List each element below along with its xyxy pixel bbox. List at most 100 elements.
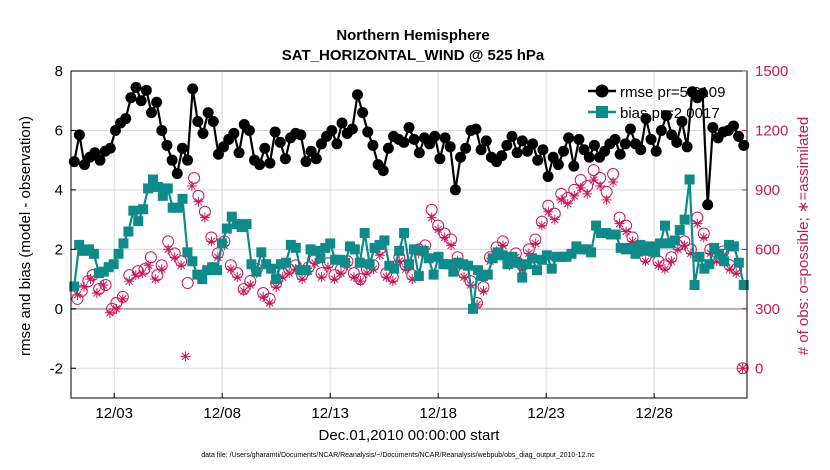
obs-assimilated-point	[459, 272, 470, 283]
rmse-point	[455, 151, 467, 163]
y-right-tick-label: 900	[755, 182, 780, 199]
rmse-point	[398, 136, 410, 148]
rmse-point	[609, 133, 621, 145]
bias-point	[182, 247, 193, 258]
y-tick-label: 8	[55, 63, 63, 80]
rmse-point	[496, 150, 508, 162]
rmse-point	[362, 126, 374, 138]
rmse-point	[269, 126, 281, 138]
obs-assimilated-point	[137, 268, 148, 279]
obs-assimilated-point	[659, 264, 670, 275]
obs-assimilated-point	[143, 260, 154, 271]
rmse-point	[650, 145, 662, 157]
bias-point	[364, 259, 375, 270]
bias-point	[187, 256, 198, 267]
obs-possible-point	[587, 164, 600, 177]
rmse-point	[506, 130, 518, 142]
obs-assimilated-point	[387, 276, 398, 287]
y-right-axis-label: # of obs: o=possible; ∗=assimilated	[795, 117, 812, 356]
bias-point	[310, 245, 321, 256]
bias-point	[418, 245, 429, 256]
x-tick-label: 12/18	[419, 405, 457, 422]
legend-bias-label: bias pr=2.0017	[620, 105, 720, 122]
obs-assimilated-point	[679, 240, 690, 251]
rmse-point	[367, 139, 379, 151]
bias-point	[467, 303, 478, 314]
obs-assimilated-point	[497, 240, 508, 251]
bias-point	[221, 223, 232, 234]
rmse-point	[310, 153, 322, 165]
bias-point	[246, 259, 257, 270]
obs-assimilated-point	[72, 289, 83, 300]
obs-assimilated-point	[439, 232, 450, 243]
obs-possible-point	[144, 251, 157, 264]
bias-point	[340, 257, 351, 268]
rmse-point	[429, 130, 441, 142]
obs-assimilated-point	[180, 351, 191, 362]
bias-point	[404, 259, 414, 270]
obs-assimilated-point	[685, 248, 696, 259]
obs-assimilated-point	[186, 180, 197, 191]
y-right-tick-label: 1200	[755, 122, 788, 139]
bias-point	[177, 193, 188, 204]
bias-point	[423, 253, 434, 264]
bias-point	[197, 274, 208, 285]
bias-point	[413, 271, 424, 282]
rmse-point	[68, 156, 80, 168]
rmse-point	[176, 142, 188, 154]
bias-point	[74, 239, 85, 250]
bias-point	[522, 259, 533, 270]
obs-assimilated-point	[277, 272, 288, 283]
bias-point	[512, 257, 523, 268]
obs-possible-point	[736, 362, 749, 375]
x-tick-label: 12/28	[635, 405, 673, 422]
bias-point	[487, 253, 498, 264]
rmse-point	[130, 81, 142, 93]
rmse-point	[702, 199, 714, 211]
y-tick-label: -2	[50, 360, 63, 377]
rmse-point	[645, 133, 657, 145]
bias-point	[88, 248, 99, 259]
obs-assimilated-point	[232, 272, 243, 283]
obs-assimilated-point	[169, 252, 180, 263]
obs-assimilated-point	[569, 190, 580, 201]
rmse-point	[228, 127, 240, 139]
obs-assimilated-point	[176, 260, 187, 271]
obs-assimilated-point	[672, 244, 683, 255]
rmse-point	[233, 147, 245, 159]
obs-assimilated-point	[621, 226, 632, 237]
bias-point	[655, 238, 666, 249]
bias-point	[684, 174, 695, 185]
bias-point	[497, 250, 508, 261]
rmse-point	[511, 147, 523, 159]
rmse-point	[408, 133, 420, 145]
rmse-point	[583, 151, 595, 163]
bias-point	[635, 239, 646, 250]
y-axis-label: rmse and bias (model - observation)	[17, 116, 34, 356]
bias-point	[389, 263, 400, 274]
rmse-point	[475, 144, 487, 156]
bias-point	[531, 265, 542, 276]
obs-assimilated-point	[225, 264, 236, 275]
y-right-tick-label: 0	[755, 360, 763, 377]
obs-assimilated-point	[711, 256, 722, 267]
bias-point	[133, 216, 144, 227]
rmse-point	[326, 124, 338, 136]
bias-point	[113, 248, 124, 259]
obs-assimilated-point	[361, 268, 372, 279]
rmse-point	[552, 159, 564, 171]
obs-assimilated-point	[323, 262, 334, 273]
obs-assimilated-point	[407, 274, 418, 285]
obs-assimilated-point	[271, 282, 282, 293]
rmse-point	[351, 89, 363, 101]
rmse-point	[516, 135, 528, 147]
bias-point	[143, 183, 154, 194]
bias-point	[394, 245, 405, 256]
bias-point	[69, 281, 80, 292]
obs-assimilated-point	[426, 212, 437, 223]
bias-point	[241, 219, 252, 230]
obs-assimilated-point	[284, 268, 295, 279]
obs-assimilated-point	[698, 232, 709, 243]
rmse-point	[104, 142, 116, 154]
bias-point	[157, 190, 168, 201]
